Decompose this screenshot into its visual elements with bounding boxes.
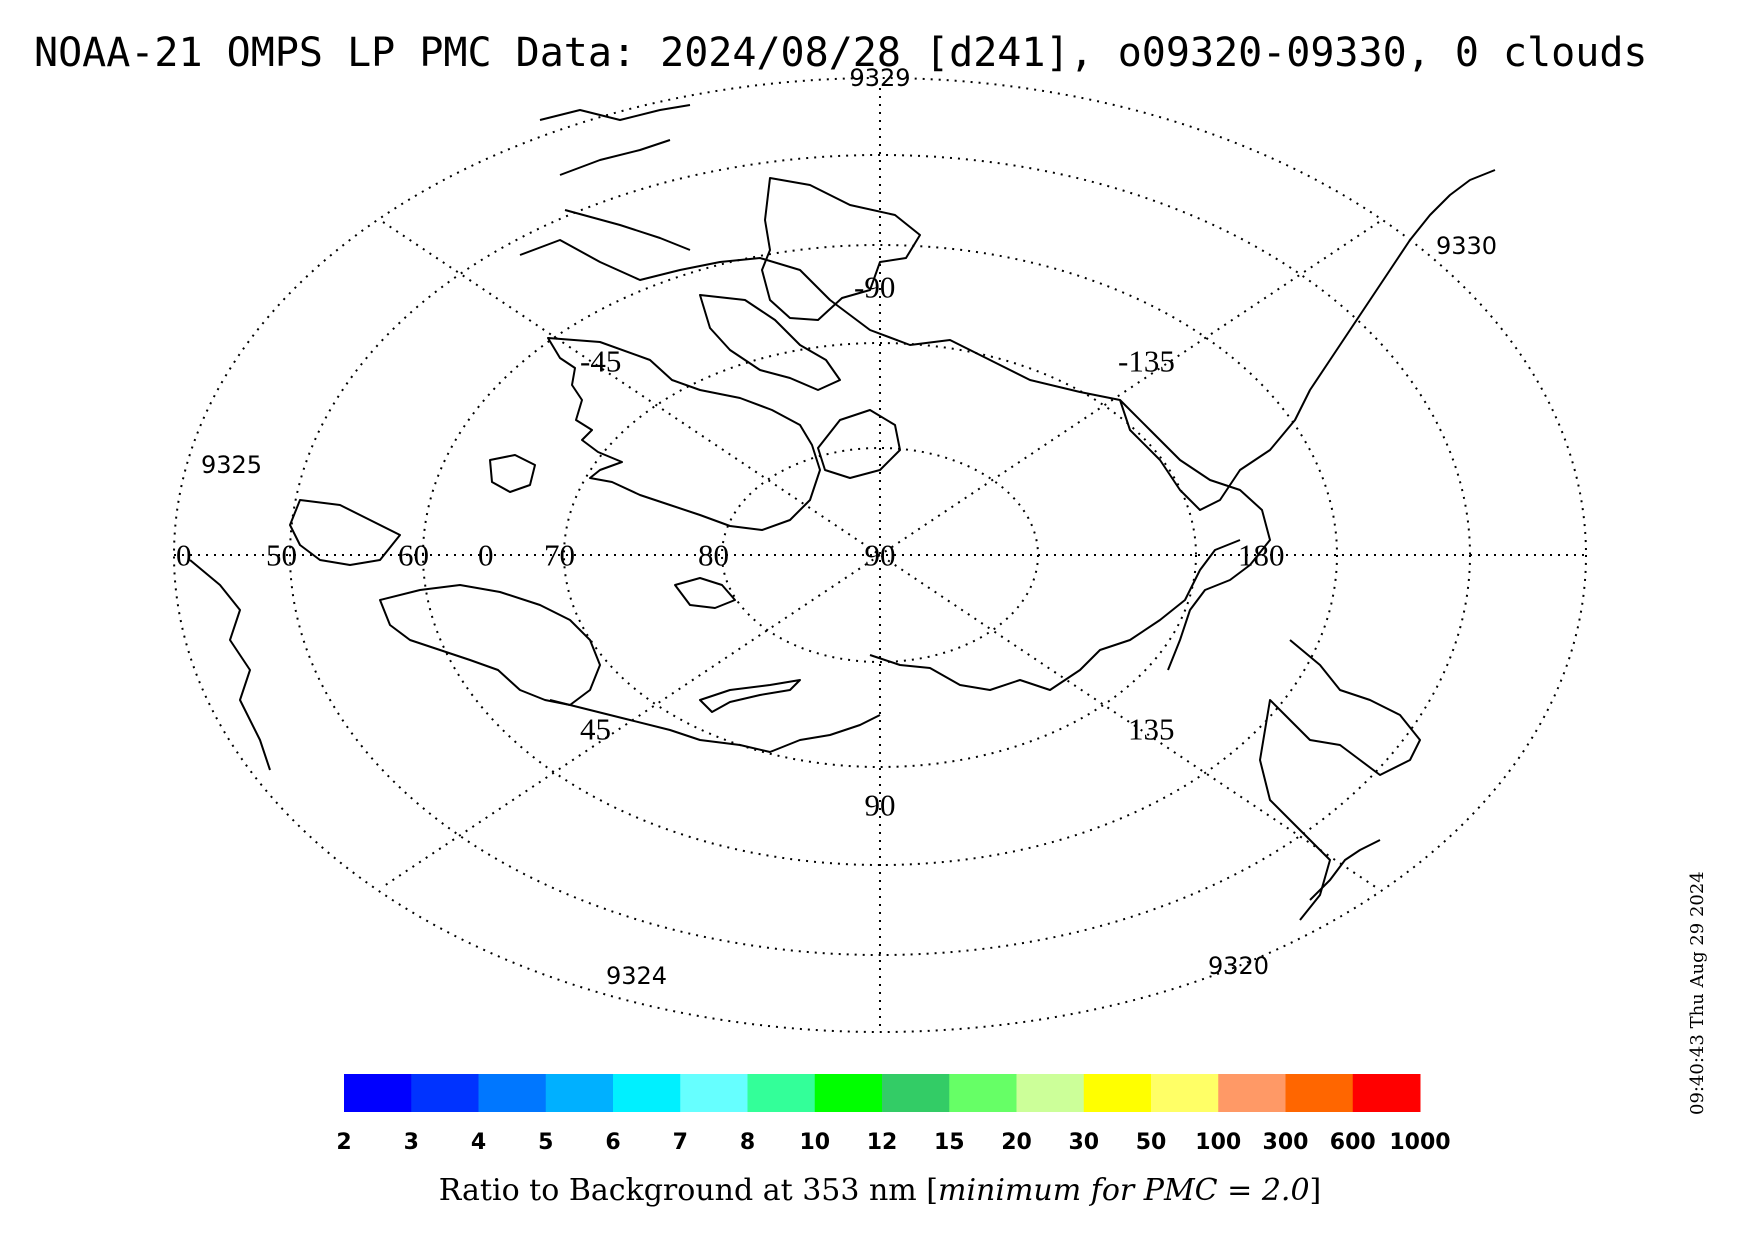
orbit-label-top-right: 9330 [1436,232,1497,260]
latitude-circle-40 [173,77,1587,1033]
colorbar-tick-label: 4 [471,1130,486,1155]
lon-label-45: 45 [580,712,611,747]
orbit-label-left: 9325 [201,451,262,479]
latitude-circle-60 [422,244,1338,866]
figure-title: NOAA-21 OMPS LP PMC Data: 2024/08/28 [d2… [34,30,1648,76]
lat-label-50: 50 [266,538,297,573]
colorbar-swatch [1352,1074,1421,1112]
colorbar-tick-label: 3 [404,1130,419,1155]
colorbar-swatch [1083,1074,1152,1112]
canadian-archipelago [761,177,921,321]
colorbar-swatches [344,1074,1421,1112]
europe-coast [189,499,401,771]
colorbar-tick-label: 6 [605,1130,620,1155]
timestamp: 09:40:43 Thu Aug 29 2024 [1687,871,1708,1115]
greenland-coast [547,337,821,531]
colorbar-swatch [613,1074,681,1112]
coastlines [189,104,1496,921]
pole-label: 90 [865,538,896,573]
colorbar-tick-label: 7 [673,1130,688,1155]
alaska-coast [1119,399,1271,671]
lon-label-minus45: -45 [580,344,621,379]
novaya-zemlya [699,679,801,713]
svalbard [674,577,736,609]
colorbar-swatch [747,1074,816,1112]
orbit-label-bottom-left: 9324 [606,962,667,990]
colorbar-swatch [478,1074,547,1112]
hudson-bay-coast [539,104,691,251]
colorbar-swatch [814,1074,883,1112]
siberia-coast [869,539,1241,691]
latitude-circle-70 [563,342,1197,768]
colorbar-tick-label: 2 [336,1130,351,1155]
colorbar-tick-label: 8 [740,1130,755,1155]
colorbar-swatch [1218,1074,1286,1112]
colorbar-tick-label: 1000 [1389,1130,1450,1155]
lat-label-80: 80 [698,538,729,573]
lon-label-minus90: -90 [854,270,895,305]
colorbar: 2 3 4 5 6 7 8 10 12 15 20 30 50 100 300 600 1000 Ratio t… [336,1074,1451,1208]
lon-label-135: 135 [1128,712,1175,747]
colorbar-tick-label: 5 [538,1130,553,1155]
colorbar-swatch [344,1074,412,1112]
colorbar-tick-label: 600 [1330,1130,1376,1155]
baffin-island [699,294,841,391]
lat-label-0-mid: 0 [478,538,494,573]
lat-label-60: 60 [398,538,429,573]
colorbar-tick-label: 10 [799,1130,830,1155]
russia-north-coast [549,699,881,753]
map-labels: 90 0 50 60 0 70 80 180 -90 -45 -135 45 1… [176,270,1285,823]
colorbar-tick-label: 300 [1263,1130,1309,1155]
colorbar-title: Ratio to Background at 353 nm [minimum f… [439,1173,1322,1208]
colorbar-swatch [411,1074,479,1112]
ellesmere-island [817,409,901,479]
orbit-label-top: 9329 [849,64,910,92]
colorbar-swatch [1151,1074,1219,1112]
lon-label-minus135: -135 [1118,344,1175,379]
iceland [489,454,536,493]
colorbar-swatch [1285,1074,1354,1112]
kamchatka [1309,839,1381,901]
lat-label-0-left: 0 [176,538,192,573]
colorbar-swatch [680,1074,748,1112]
canada-mainland [519,169,1496,511]
polar-map [173,77,1587,1033]
colorbar-tick-label: 30 [1068,1130,1099,1155]
colorbar-swatch [949,1074,1017,1112]
colorbar-tick-label: 12 [867,1130,898,1155]
colorbar-tick-label: 50 [1136,1130,1167,1155]
orbit-labels: 9329 9330 9325 9324 9320 [201,64,1497,990]
colorbar-tick-label: 20 [1001,1130,1032,1155]
scandinavia-coast [379,584,601,706]
colorbar-tick-label: 100 [1195,1130,1241,1155]
colorbar-tick-label: 15 [934,1130,965,1155]
lon-label-180: 180 [1238,538,1285,573]
colorbar-swatch [882,1074,950,1112]
lon-label-90: 90 [865,788,896,823]
colorbar-tick-labels: 2 3 4 5 6 7 8 10 12 15 20 30 50 100 300 600 1000 [336,1130,1450,1155]
colorbar-swatch [545,1074,614,1112]
colorbar-swatch [1016,1074,1085,1112]
lat-label-70: 70 [544,538,575,573]
asia-pacific-coast [1259,639,1421,921]
orbit-label-bottom-right: 9320 [1208,952,1269,980]
